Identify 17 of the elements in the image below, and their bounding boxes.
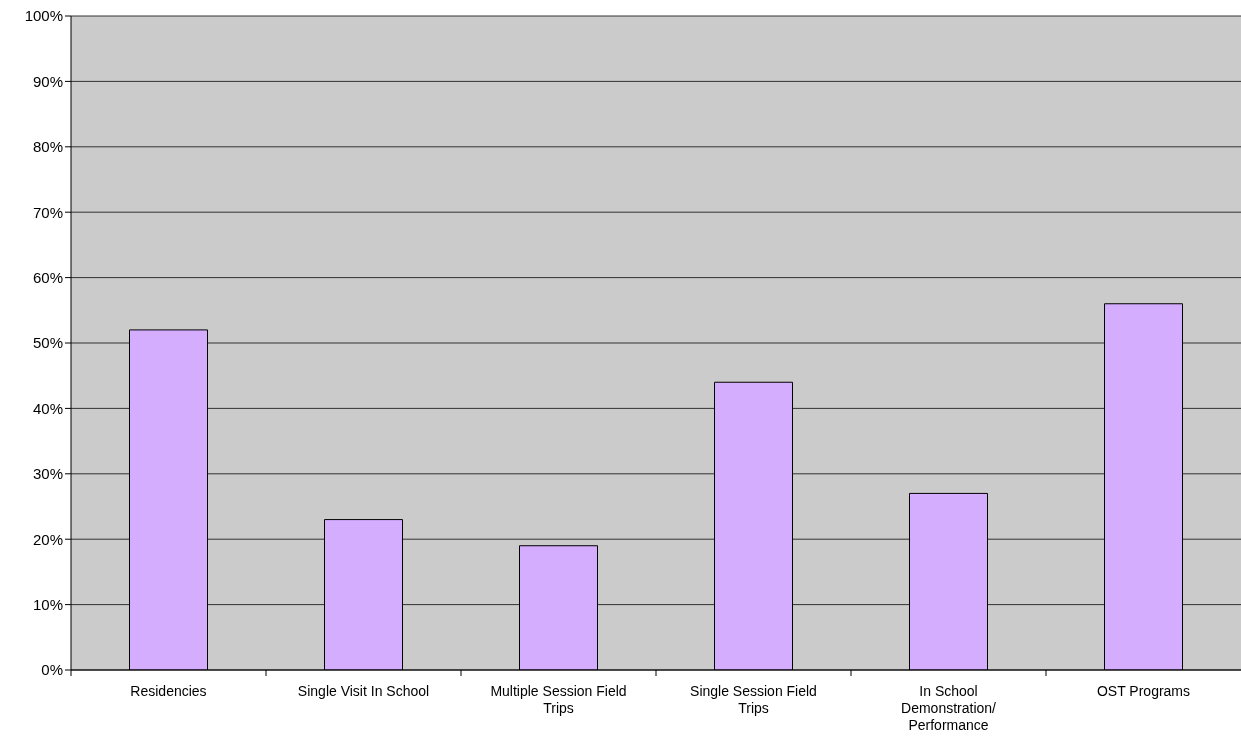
y-tick-label: 10%: [32, 595, 63, 613]
y-tick-label: 100%: [24, 7, 63, 25]
y-tick-label: 40%: [32, 399, 63, 417]
y-tick-label: 70%: [32, 203, 63, 221]
y-tick-label: 60%: [32, 268, 63, 286]
x-tick-label: Residencies: [130, 682, 207, 699]
y-tick-label: 0%: [41, 661, 63, 679]
y-tick-label: 30%: [32, 465, 63, 483]
y-tick-label: 80%: [32, 138, 63, 156]
x-tick-label: In School Demonstration/ Performance: [901, 682, 997, 733]
y-tick-label: 50%: [32, 334, 63, 352]
x-tick-label: Single Visit In School: [297, 682, 430, 699]
x-tick-label: OST Programs: [1096, 682, 1191, 699]
y-tick-label: 90%: [32, 72, 63, 90]
x-tick-label: Multiple Session Field Trips: [490, 682, 627, 716]
x-tick-label: Single Session Field Trips: [690, 682, 817, 716]
y-tick-label: 20%: [32, 530, 63, 548]
